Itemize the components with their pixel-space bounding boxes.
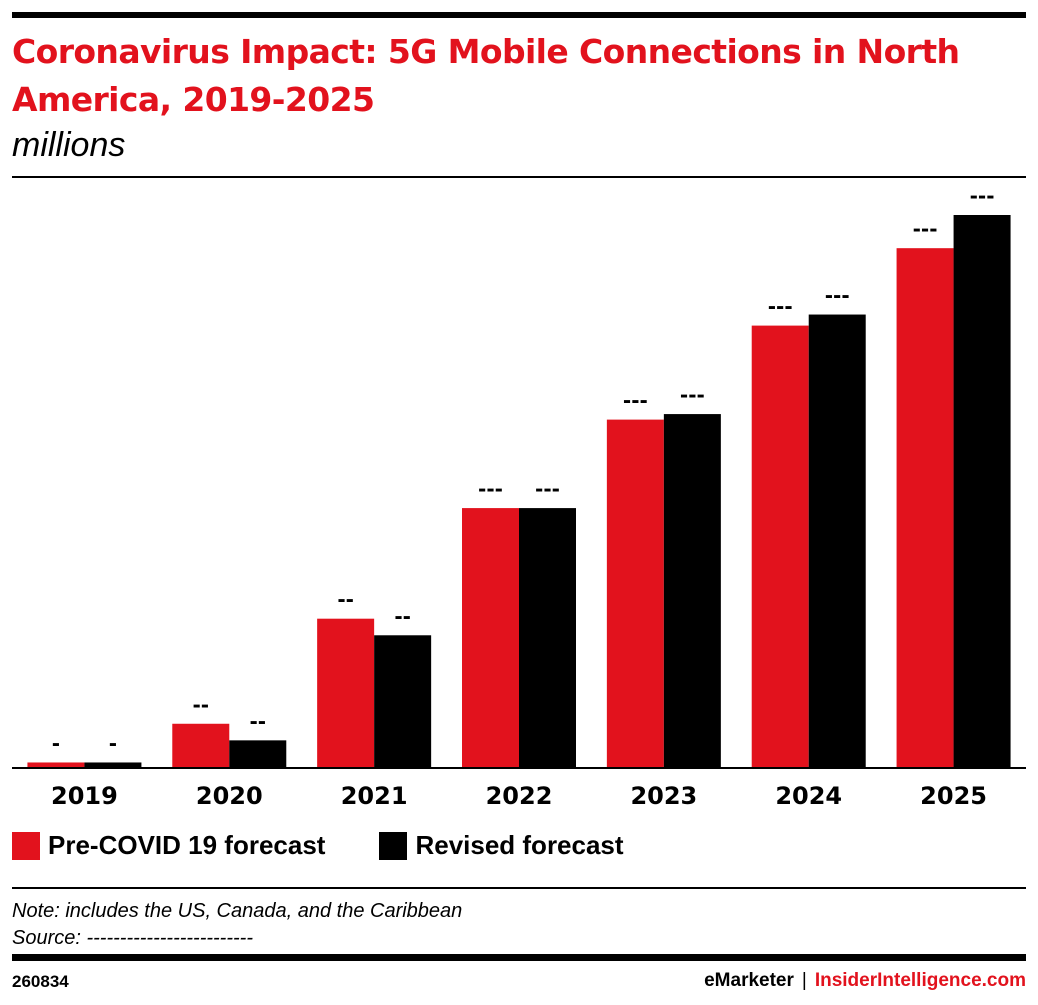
bar-2023-revised — [663, 414, 721, 768]
data-label-2025-revised: --- — [970, 184, 995, 208]
data-label-2024-pre-covid: --- — [768, 295, 793, 319]
header-divider — [12, 176, 1026, 178]
x-tick-label-2024: 2024 — [775, 782, 842, 810]
bar-2020-pre-covid — [172, 723, 230, 768]
brand-name: eMarketer — [704, 970, 794, 991]
note-text: Note: includes the US, Canada, and the C… — [12, 900, 463, 922]
chart-subtitle: millions — [12, 126, 126, 164]
data-label-2019-pre-covid: - — [52, 731, 60, 755]
bar-chart: - -2019----2020----2021--- ---2022--- ---20… — [12, 184, 1026, 810]
bar-2025-pre-covid — [896, 248, 954, 768]
chart-note: Note: includes the US, Canada, and the C… — [12, 898, 462, 952]
x-tick-label-2021: 2021 — [341, 782, 408, 810]
bar-2019-revised — [84, 762, 142, 768]
data-label-2023-revised: --- — [680, 383, 705, 407]
bar-2021-pre-covid — [317, 618, 375, 768]
bottom-rule — [12, 954, 1026, 961]
x-tick-label-2023: 2023 — [630, 782, 697, 810]
bar-2024-pre-covid — [751, 325, 809, 768]
x-tick-label-2025: 2025 — [920, 782, 987, 810]
data-label-2022-revised: --- — [535, 477, 560, 501]
data-label-2025-pre-covid: --- — [913, 217, 938, 241]
bar-2021-revised — [374, 635, 432, 768]
legend-item-revised: Revised forecast — [379, 830, 624, 861]
x-tick-label-2019: 2019 — [51, 782, 118, 810]
source-text: Source: ------------------------- — [12, 927, 253, 949]
data-label-2020-revised: -- — [249, 709, 266, 733]
legend-swatch-black — [379, 831, 408, 860]
bar-2020-revised — [229, 740, 287, 768]
legend-label: Pre-COVID 19 forecast — [48, 830, 326, 860]
bar-2025-revised — [953, 215, 1011, 768]
bar-2019-pre-covid — [27, 762, 85, 768]
bar-2024-revised — [808, 314, 866, 768]
data-label-2020-pre-covid: -- — [192, 693, 209, 717]
legend-swatch-red — [12, 831, 40, 860]
chart-legend: Pre-COVID 19 forecast Revised forecast — [12, 830, 678, 861]
legend-label: Revised forecast — [415, 830, 624, 860]
chart-id: 260834 — [12, 972, 69, 991]
bar-2022-revised — [519, 508, 576, 768]
top-rule — [12, 12, 1026, 18]
legend-item-pre-covid: Pre-COVID 19 forecast — [12, 830, 325, 861]
data-label-2019-revised: - — [109, 731, 117, 755]
x-tick-label-2020: 2020 — [196, 782, 263, 810]
bar-2023-pre-covid — [606, 419, 664, 768]
brand-separator: | — [801, 970, 807, 991]
footer-brand: eMarketer | InsiderIntelligence.com — [704, 970, 1026, 992]
x-tick-label-2022: 2022 — [486, 782, 553, 810]
data-label-2021-pre-covid: -- — [337, 588, 354, 612]
bar-2022-pre-covid — [462, 508, 519, 768]
brand-site-link[interactable]: InsiderIntelligence.com — [814, 970, 1026, 991]
data-label-2022-pre-covid: --- — [478, 477, 503, 501]
chart-title: Coronavirus Impact: 5G Mobile Connection… — [12, 32, 960, 119]
data-label-2024-revised: --- — [825, 284, 850, 308]
data-label-2023-pre-covid: --- — [623, 389, 648, 413]
data-label-2021-revised: -- — [394, 604, 411, 628]
footer-divider — [12, 887, 1026, 889]
